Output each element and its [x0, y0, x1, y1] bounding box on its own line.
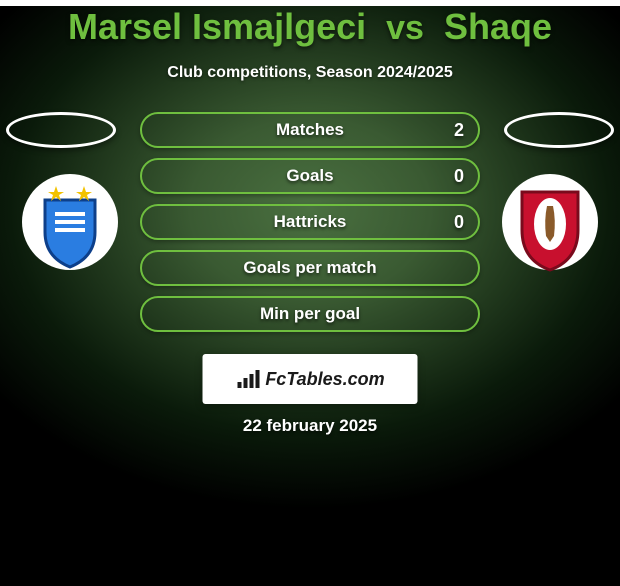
bars-chart-icon: [235, 368, 261, 390]
player1-oval: [6, 112, 116, 148]
stats-bars: Matches 2 Goals 0 Hattricks 0 Goals per …: [140, 112, 480, 342]
stat-label: Goals per match: [142, 252, 478, 284]
vs-text: vs: [386, 9, 424, 47]
stat-bar: Goals per match: [140, 250, 480, 286]
player1-club-badge: [20, 172, 120, 272]
brand-text: FcTables.com: [265, 369, 384, 390]
stat-value: 0: [454, 160, 464, 192]
stat-bar: Matches 2: [140, 112, 480, 148]
stat-bar: Hattricks 0: [140, 204, 480, 240]
stat-bar: Min per goal: [140, 296, 480, 332]
badge-skenderbeu-icon: [500, 172, 600, 272]
player1-name: Marsel Ismajlgeci: [68, 6, 366, 47]
stat-value: 2: [454, 114, 464, 146]
date-label: 22 february 2025: [0, 416, 620, 436]
page-title: Marsel Ismajlgeci vs Shaqe: [0, 6, 620, 48]
stat-label: Matches: [142, 114, 478, 146]
player2-club-badge: [500, 172, 600, 272]
player2-oval: [504, 112, 614, 148]
badge-tirana-icon: [20, 172, 120, 272]
mid-section: Matches 2 Goals 0 Hattricks 0 Goals per …: [0, 112, 620, 352]
content-wrap: Marsel Ismajlgeci vs Shaqe Club competit…: [0, 6, 620, 352]
stat-label: Min per goal: [142, 298, 478, 330]
subtitle: Club competitions, Season 2024/2025: [0, 64, 620, 82]
stat-bar: Goals 0: [140, 158, 480, 194]
player2-name: Shaqe: [444, 6, 552, 47]
fctables-brand: FcTables.com: [203, 354, 418, 404]
stat-label: Hattricks: [142, 206, 478, 238]
stat-value: 0: [454, 206, 464, 238]
stat-label: Goals: [142, 160, 478, 192]
